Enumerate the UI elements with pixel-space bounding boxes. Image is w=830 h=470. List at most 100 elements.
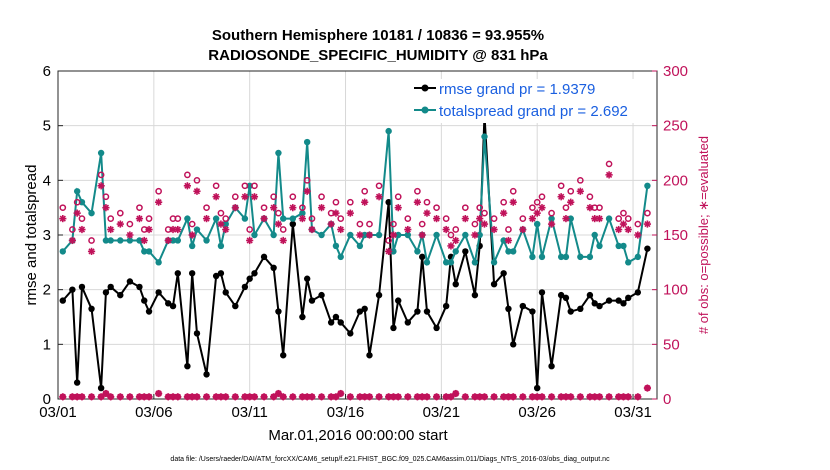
obs-evaluated-point-stroke — [500, 393, 507, 400]
totalspread-point — [361, 231, 368, 239]
obs-evaluated-point — [193, 187, 201, 195]
totalspread-point — [136, 237, 143, 244]
obs-evaluated-point-stroke — [308, 226, 316, 233]
obs-evaluated-point — [452, 389, 460, 398]
obs-evaluated-point-stroke — [395, 393, 402, 400]
obs-evaluated-point — [279, 393, 287, 401]
obs-evaluated-point-stroke — [462, 215, 469, 222]
rmse-point — [519, 302, 527, 310]
obs-evaluated-point — [107, 225, 115, 234]
obs-evaluated-point-stroke — [308, 393, 316, 400]
obs-evaluated-point-stroke — [529, 215, 536, 222]
totalspread-point — [605, 215, 613, 222]
rmse-point — [88, 305, 95, 312]
obs-evaluated-point-stroke — [591, 393, 598, 400]
obs-evaluated-point-stroke — [558, 393, 565, 400]
rmse-point — [557, 291, 565, 299]
obs-possible-point — [529, 204, 536, 212]
obs-evaluated-point-stroke — [222, 393, 229, 400]
obs-evaluated-point — [126, 393, 134, 401]
obs-evaluated-point — [116, 220, 124, 228]
totalspread-point — [452, 248, 459, 255]
obs-possible-point — [107, 215, 115, 222]
totalspread-point — [212, 215, 220, 222]
obs-evaluated-point-stroke — [490, 226, 498, 233]
obs-possible-point — [136, 204, 143, 212]
obs-evaluated-point-stroke — [213, 193, 220, 200]
obs-possible-point — [231, 193, 239, 201]
rmse-point — [361, 305, 368, 312]
obs-evaluated-point — [59, 215, 67, 223]
obs-evaluated-point — [504, 236, 513, 245]
obs-possible-point — [567, 187, 575, 195]
obs-evaluated-point — [73, 209, 81, 217]
obs-evaluated-point — [174, 393, 182, 401]
obs-evaluated-point — [337, 225, 345, 234]
totalspread-point — [356, 242, 364, 250]
obs-evaluated-point — [188, 231, 196, 239]
obs-possible-point — [337, 215, 345, 222]
totalspread-point — [141, 248, 148, 255]
obs-possible-point — [394, 193, 402, 201]
obs-possible-point — [605, 160, 613, 168]
obs-evaluated-point — [533, 209, 541, 217]
obs-possible-point — [586, 193, 594, 201]
y-tick-label: 2 — [43, 282, 51, 299]
obs-evaluated-point — [59, 393, 67, 401]
obs-possible-point — [308, 215, 316, 222]
obs-possible-point — [203, 204, 210, 212]
obs-evaluated-point — [140, 236, 148, 245]
obs-evaluated-point — [183, 182, 191, 190]
obs-evaluated-point — [394, 204, 402, 212]
obs-possible-point — [452, 226, 460, 233]
obs-evaluated-point-stroke — [145, 393, 153, 400]
obs-evaluated-point — [164, 236, 172, 245]
obs-evaluated-point-stroke — [332, 393, 340, 400]
totalspread-point — [562, 253, 570, 261]
obs-evaluated-point — [174, 225, 182, 234]
obs-evaluated-point — [135, 393, 144, 401]
totalspread-point — [620, 242, 627, 250]
obs-evaluated-point — [68, 236, 76, 245]
y-axis-label: rmse and totalspread — [23, 165, 40, 306]
obs-possible-point — [562, 204, 570, 212]
rmse-point — [634, 289, 642, 296]
obs-evaluated-point-stroke — [74, 210, 81, 217]
y-tick-label: 5 — [43, 118, 51, 135]
obs-evaluated-point-stroke — [625, 226, 632, 233]
y-tick-label: 4 — [43, 172, 51, 189]
obs-evaluated-point-stroke — [375, 393, 383, 400]
obs-evaluated-point-stroke — [193, 188, 201, 195]
obs-evaluated-point-stroke — [213, 393, 220, 400]
rmse-point — [327, 319, 335, 326]
obs-evaluated-point-stroke — [78, 393, 86, 400]
obs-evaluated-point — [567, 393, 575, 401]
totalspread-point — [586, 253, 594, 261]
obs-evaluated-point-stroke — [419, 393, 426, 400]
obs-evaluated-point — [447, 393, 455, 401]
obs-evaluated-point — [480, 220, 489, 228]
obs-possible-point — [184, 171, 191, 179]
obs-evaluated-point — [385, 247, 393, 255]
y2-tick-label: 200 — [663, 172, 688, 189]
obs-evaluated-point-stroke — [433, 215, 440, 222]
obs-evaluated-point — [490, 225, 498, 234]
obs-evaluated-point-stroke — [184, 393, 191, 400]
obs-evaluated-point — [591, 215, 599, 223]
obs-evaluated-point — [624, 225, 632, 234]
x-tick-label: 03/21 — [423, 404, 461, 421]
y-tick-label: 0 — [43, 391, 51, 408]
obs-evaluated-point-stroke — [141, 237, 148, 244]
totalspread-point — [395, 231, 402, 239]
obs-evaluated-point-stroke — [217, 393, 225, 400]
obs-evaluated-point — [145, 393, 153, 401]
obs-possible-point — [634, 220, 642, 228]
obs-evaluated-point — [246, 393, 254, 401]
rmse-point — [270, 264, 277, 271]
totalspread-point — [433, 231, 440, 239]
x-tick-label: 03/01 — [39, 404, 77, 421]
obs-evaluated-point — [567, 198, 575, 206]
obs-evaluated-point-stroke — [174, 226, 181, 233]
rmse-point — [596, 302, 603, 310]
rmse-line — [62, 114, 649, 389]
